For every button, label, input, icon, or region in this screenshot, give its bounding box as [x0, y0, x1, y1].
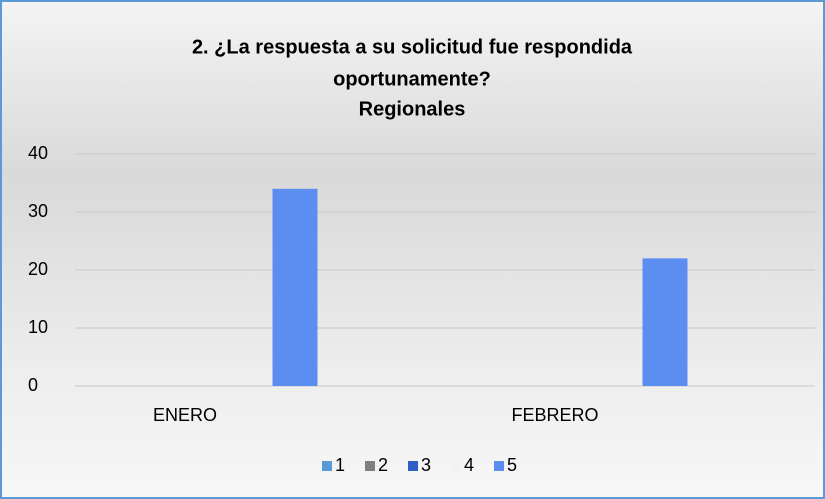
legend-label: 5 — [507, 455, 517, 475]
y-tick-label: 40 — [28, 143, 48, 163]
chart-title: Regionales — [359, 98, 466, 120]
x-tick-label: ENERO — [153, 405, 217, 425]
chart-title: oportunamente? — [333, 68, 491, 90]
chart-title: 2. ¿La respuesta a su solicitud fue resp… — [192, 36, 633, 58]
bar — [272, 188, 318, 386]
legend-swatch — [365, 461, 375, 471]
legend-swatch — [494, 461, 504, 471]
legend-swatch — [322, 461, 332, 471]
y-tick-label: 20 — [28, 259, 48, 279]
bar — [642, 258, 688, 386]
legend-swatch — [408, 461, 418, 471]
legend-label: 1 — [335, 455, 345, 475]
legend-label: 2 — [378, 455, 388, 475]
legend-swatch — [451, 461, 461, 471]
legend-label: 3 — [421, 455, 431, 475]
y-tick-label: 30 — [28, 201, 48, 221]
y-tick-label: 10 — [28, 317, 48, 337]
legend-label: 4 — [464, 455, 474, 475]
x-tick-label: FEBRERO — [511, 405, 598, 425]
y-tick-label: 0 — [28, 375, 38, 395]
